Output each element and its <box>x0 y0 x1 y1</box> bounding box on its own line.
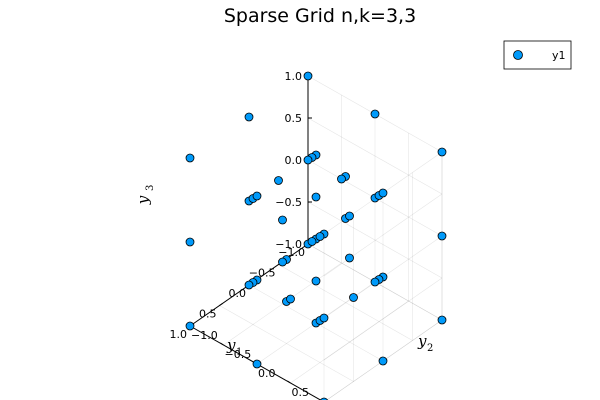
grid-floor-x-3 <box>219 305 354 382</box>
grid-wallx-z-3 <box>307 117 443 195</box>
data-point-34 <box>252 359 262 369</box>
z-tick-label-2: 0.0 <box>285 154 303 167</box>
data-point-24 <box>315 232 325 241</box>
data-point-36 <box>252 191 262 201</box>
legend-marker-y1 <box>513 50 523 60</box>
data-point-38 <box>378 356 388 366</box>
data-point-1 <box>185 153 195 163</box>
grid-wally-z-3 <box>323 193 443 277</box>
x-tick-label-2: 0.0 <box>229 287 247 300</box>
data-point-35 <box>370 109 380 119</box>
y-tick-mark-3 <box>287 380 291 384</box>
point-layer <box>185 71 447 400</box>
svg-text:1: 1 <box>236 347 242 358</box>
data-point-31 <box>437 231 447 241</box>
x-tick-label-4: 1.0 <box>170 328 188 341</box>
grid-wally-z-1 <box>323 277 443 361</box>
x-tick-label-1: −0.5 <box>249 267 276 280</box>
data-point-43 <box>278 257 287 267</box>
legend: y1 <box>503 40 572 70</box>
data-point-30 <box>185 237 195 247</box>
data-point-17 <box>278 215 287 225</box>
grid-floor-y-1 <box>223 262 342 346</box>
z-tick-label-3: 0.5 <box>285 112 303 125</box>
svg-text:y: y <box>226 336 236 354</box>
grid-floor-y-3 <box>290 300 409 384</box>
y-axis-label: y 2 <box>417 332 433 354</box>
z-tick-label-0: −1.0 <box>275 238 302 251</box>
grid-floor-x-1 <box>278 264 413 341</box>
svg-text:3: 3 <box>145 185 156 191</box>
data-point-0 <box>303 71 313 81</box>
y-tick-label-2: 0.0 <box>258 367 276 380</box>
x-tick-label-3: 0.5 <box>199 308 217 321</box>
grid-wallx-z-1 <box>307 201 443 279</box>
y-tick-label-3: 0.5 <box>292 386 310 399</box>
data-point-45 <box>337 174 346 184</box>
svg-text:2: 2 <box>427 343 433 354</box>
z-tick-label-4: 1.0 <box>285 70 303 83</box>
svg-text:y: y <box>134 195 152 205</box>
svg-text:y: y <box>417 332 427 350</box>
x-tick-mark-3 <box>219 303 223 306</box>
data-point-39 <box>244 112 254 122</box>
data-point-6 <box>437 315 447 325</box>
data-point-33 <box>370 277 380 287</box>
legend-label-y1: y1 <box>552 49 566 62</box>
y-tick-label-0: −1.0 <box>191 329 218 342</box>
z-tick-label-1: −0.5 <box>275 196 302 209</box>
y-tick-label-1: −0.5 <box>225 348 252 361</box>
x-axis-label: y 1 <box>226 336 242 358</box>
y-tick-mark-1 <box>220 342 224 346</box>
data-point-20 <box>311 192 321 202</box>
data-point-25 <box>307 237 317 246</box>
data-point-40 <box>378 188 388 198</box>
data-point-29 <box>303 155 313 165</box>
data-point-47 <box>274 176 283 185</box>
data-point-46 <box>286 294 295 304</box>
data-point-32 <box>319 313 329 323</box>
data-point-19 <box>311 276 321 286</box>
data-point-48 <box>349 293 358 302</box>
axis-layer <box>189 76 322 400</box>
data-point-18 <box>345 253 354 263</box>
data-point-44 <box>345 211 354 221</box>
tick-layer: −1.0−1.0−1.0−0.5−0.5−0.50.00.00.00.50.50… <box>170 70 322 400</box>
data-point-2 <box>437 147 447 157</box>
data-point-37 <box>244 280 254 290</box>
z-axis-label: y 3 <box>134 185 156 206</box>
data-point-5 <box>185 321 195 331</box>
chart-title: Sparse Grid n,k=3,3 <box>224 5 416 27</box>
